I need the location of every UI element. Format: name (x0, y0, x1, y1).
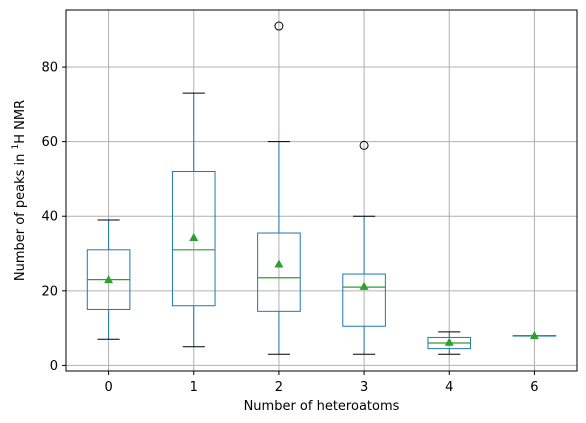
x-axis-label: Number of heteroatoms (244, 399, 400, 414)
box-group-3 (342, 140, 386, 355)
box-iqr (257, 232, 301, 312)
axis-ticks: 0 20 40 60 80 0 1 2 3 4 6 (41, 61, 538, 395)
box-plot-series (86, 21, 557, 355)
plot-area-frame (65, 9, 578, 372)
x-tick-label: 2 (275, 380, 283, 395)
mean-marker (104, 275, 114, 284)
box-iqr (342, 273, 386, 327)
mean-marker (444, 337, 454, 346)
y-tick-label: 20 (41, 284, 58, 299)
y-axis-label-tail: H NMR (13, 100, 28, 144)
outlier-point (359, 140, 369, 150)
box-iqr (171, 170, 216, 307)
x-tick-label: 6 (530, 380, 538, 395)
box-group-6 (512, 331, 557, 340)
y-axis-label-main: Number of peaks in (13, 149, 28, 281)
x-tick-label: 4 (445, 380, 453, 395)
mean-marker (189, 232, 199, 241)
grid-lines (66, 10, 577, 371)
box-group-1 (171, 92, 216, 348)
x-tick-label: 1 (190, 380, 198, 395)
box-group-0 (86, 219, 131, 340)
y-axis-label: Number of peaks in 1H NMR (11, 100, 28, 281)
x-tick-label: 3 (360, 380, 368, 395)
outlier-point (274, 21, 284, 31)
y-tick-label: 80 (41, 61, 58, 76)
y-tick-label: 0 (50, 359, 58, 374)
mean-marker (274, 259, 284, 268)
y-tick-label: 60 (41, 135, 58, 150)
mean-marker (359, 281, 369, 290)
y-tick-label: 40 (41, 210, 58, 225)
y-axis-label-superscript: 1 (11, 144, 21, 150)
x-tick-label: 0 (104, 380, 112, 395)
box-group-4 (427, 331, 472, 355)
box-group-2 (257, 21, 301, 355)
mean-marker (529, 331, 539, 340)
